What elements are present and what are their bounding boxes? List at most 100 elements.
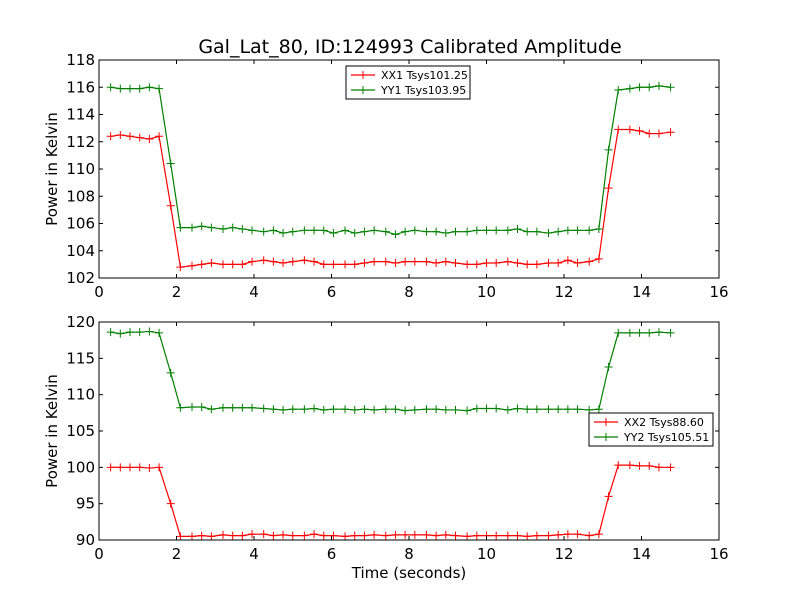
y-tick-label: 120 [66,313,95,331]
data-point [401,227,410,236]
data-point [544,405,553,414]
data-point [329,531,338,540]
data-point [451,227,460,236]
data-point [106,83,115,92]
data-point [573,405,582,414]
data-point [523,532,532,541]
data-point [106,463,115,472]
data-point [594,224,603,233]
data-point [635,83,644,92]
legend-marker [359,86,367,94]
data-point [155,463,164,472]
data-point [259,404,268,413]
data-point [635,461,644,470]
y-tick-label: 115 [66,349,95,367]
data-point [145,83,154,92]
data-point [503,226,512,235]
legend-box [345,65,471,100]
data-point [391,259,400,268]
data-point [523,405,532,414]
data-point [441,405,450,414]
data-point [472,260,481,269]
y-tick-label: 116 [66,78,95,96]
data-point [513,404,522,413]
data-point [381,227,390,236]
data-point [188,403,196,412]
data-point [554,405,563,414]
data-point [259,227,268,236]
data-point [554,259,563,268]
data-point [573,226,582,235]
data-point [106,328,115,337]
x-tick-label: 0 [94,283,104,301]
data-point [666,83,675,92]
data-point [288,227,297,236]
legend: XX2 Tsys88.60 YY2 Tsys105.51 [588,412,714,447]
data-point [269,257,278,266]
data-point [279,530,288,539]
data-point [645,328,654,337]
legend-box [588,412,714,447]
data-point [350,260,359,269]
data-point [166,159,175,168]
data-point [207,532,216,541]
data-point [654,129,663,138]
data-point [563,256,572,265]
data-point [523,260,532,269]
data-point [666,128,675,137]
data-point [166,201,175,210]
data-point [288,405,297,414]
legend: XX1 Tsys101.25 YY1 Tsys103.95 [345,65,471,100]
data-point [288,257,297,266]
data-point [410,226,419,235]
data-point [614,85,623,94]
data-point [563,226,572,235]
x-tick-label: 2 [172,283,182,301]
data-point [503,257,512,266]
data-point [594,530,603,539]
legend-label: YY2 Tsys105.51 [623,431,709,444]
data-point [135,133,144,142]
data-point [472,531,481,540]
data-point [207,223,216,232]
data-point [329,260,338,269]
data-point [666,328,675,337]
data-point [238,531,247,540]
data-point [585,531,594,540]
data-point [145,464,154,473]
data-point [176,263,185,272]
y-tick-label: 104 [66,242,95,260]
y-tick-label: 105 [66,422,95,440]
data-point [279,259,288,268]
data-point [228,223,237,232]
data-point [604,145,613,154]
x-tick-label: 10 [477,545,496,563]
data-point [441,229,450,238]
data-point [329,229,338,238]
data-point [482,404,491,413]
data-point [135,84,144,93]
data-point [310,404,319,413]
data-point [401,406,410,415]
data-point [207,259,216,268]
data-point [188,532,196,541]
data-point [381,405,390,414]
data-point [594,254,603,263]
data-point [269,405,278,414]
data-point [238,403,247,412]
data-point [135,463,144,472]
legend-label: YY1 Tsys103.95 [380,84,466,97]
data-point [432,227,441,236]
data-point [310,530,319,539]
data-point [155,132,164,141]
data-point [635,126,644,135]
data-point [532,260,541,269]
data-point [645,461,654,470]
data-point [554,530,563,539]
data-point [341,260,350,269]
data-point [329,405,338,414]
data-point [472,226,481,235]
data-point [238,224,247,233]
x-tick-label: 12 [554,545,573,563]
